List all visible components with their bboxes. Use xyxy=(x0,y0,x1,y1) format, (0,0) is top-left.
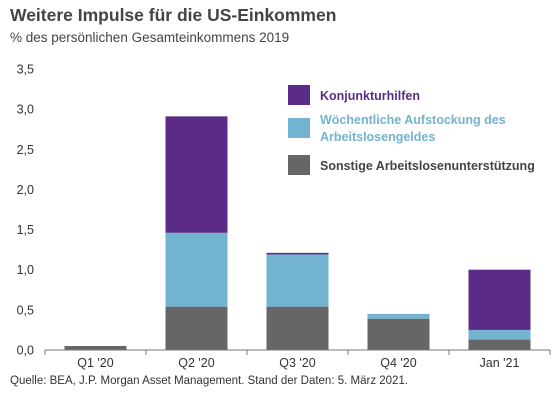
bar-segment-2-4 xyxy=(468,269,531,330)
bar-segment-0-4 xyxy=(468,339,531,350)
y-tick-label: 3,0 xyxy=(17,103,34,117)
legend-swatch-1 xyxy=(288,118,310,138)
y-tick-label: 0,5 xyxy=(17,303,34,317)
x-tick-label: Q1 '20 xyxy=(77,356,113,370)
bar-segment-1-2 xyxy=(266,254,329,307)
y-tick-label: 2,5 xyxy=(17,143,34,157)
chart-title: Weitere Impulse für die US-Einkommen xyxy=(10,5,337,25)
y-axis: 0,0 0,5 1,0 1,5 2,0 2,5 3,0 3,5 xyxy=(17,63,34,358)
chart-subtitle: % des persönlichen Gesamteinkommens 2019 xyxy=(10,30,290,45)
bar-segment-0-0 xyxy=(64,345,127,350)
x-tick-label: Q2 '20 xyxy=(178,356,214,370)
bar-segment-1-4 xyxy=(468,329,531,340)
x-tick-label: Q4 '20 xyxy=(380,356,416,370)
source-note: Quelle: BEA, J.P. Morgan Asset Managemen… xyxy=(10,375,409,387)
x-tick-label: Q3 '20 xyxy=(279,356,315,370)
legend-label-1: Wöchentliche Aufstockung des xyxy=(320,113,506,127)
x-tick-label: Jan '21 xyxy=(480,356,520,370)
legend-label-2: Konjunkturhilfen xyxy=(320,89,420,103)
legend-swatch-0 xyxy=(288,155,310,175)
x-axis: Q1 '20 Q2 '20 Q3 '20 Q4 '20 Jan '21 xyxy=(44,350,551,370)
bar-segment-0-2 xyxy=(266,306,329,350)
y-tick-label: 1,0 xyxy=(17,263,34,277)
bar-segment-2-2 xyxy=(266,252,329,255)
bar-segment-1-3 xyxy=(367,313,430,319)
y-tick-label: 0,0 xyxy=(17,344,34,358)
bars-layer xyxy=(64,116,531,350)
bar-segment-0-3 xyxy=(367,318,430,350)
legend: Konjunkturhilfen Wöchentliche Aufstockung… xyxy=(288,85,535,175)
legend-swatch-2 xyxy=(288,85,310,105)
bar-segment-1-1 xyxy=(165,232,228,307)
legend-label-0: Sonstige Arbeitslosenunterstützung xyxy=(320,159,535,173)
bar-segment-2-1 xyxy=(165,116,228,233)
y-tick-label: 1,5 xyxy=(17,223,34,237)
y-tick-label: 2,0 xyxy=(17,183,34,197)
legend-label-1: Arbeitslosengeldes xyxy=(320,130,435,144)
bar-segment-0-1 xyxy=(165,306,228,350)
y-tick-label: 3,5 xyxy=(17,63,34,77)
